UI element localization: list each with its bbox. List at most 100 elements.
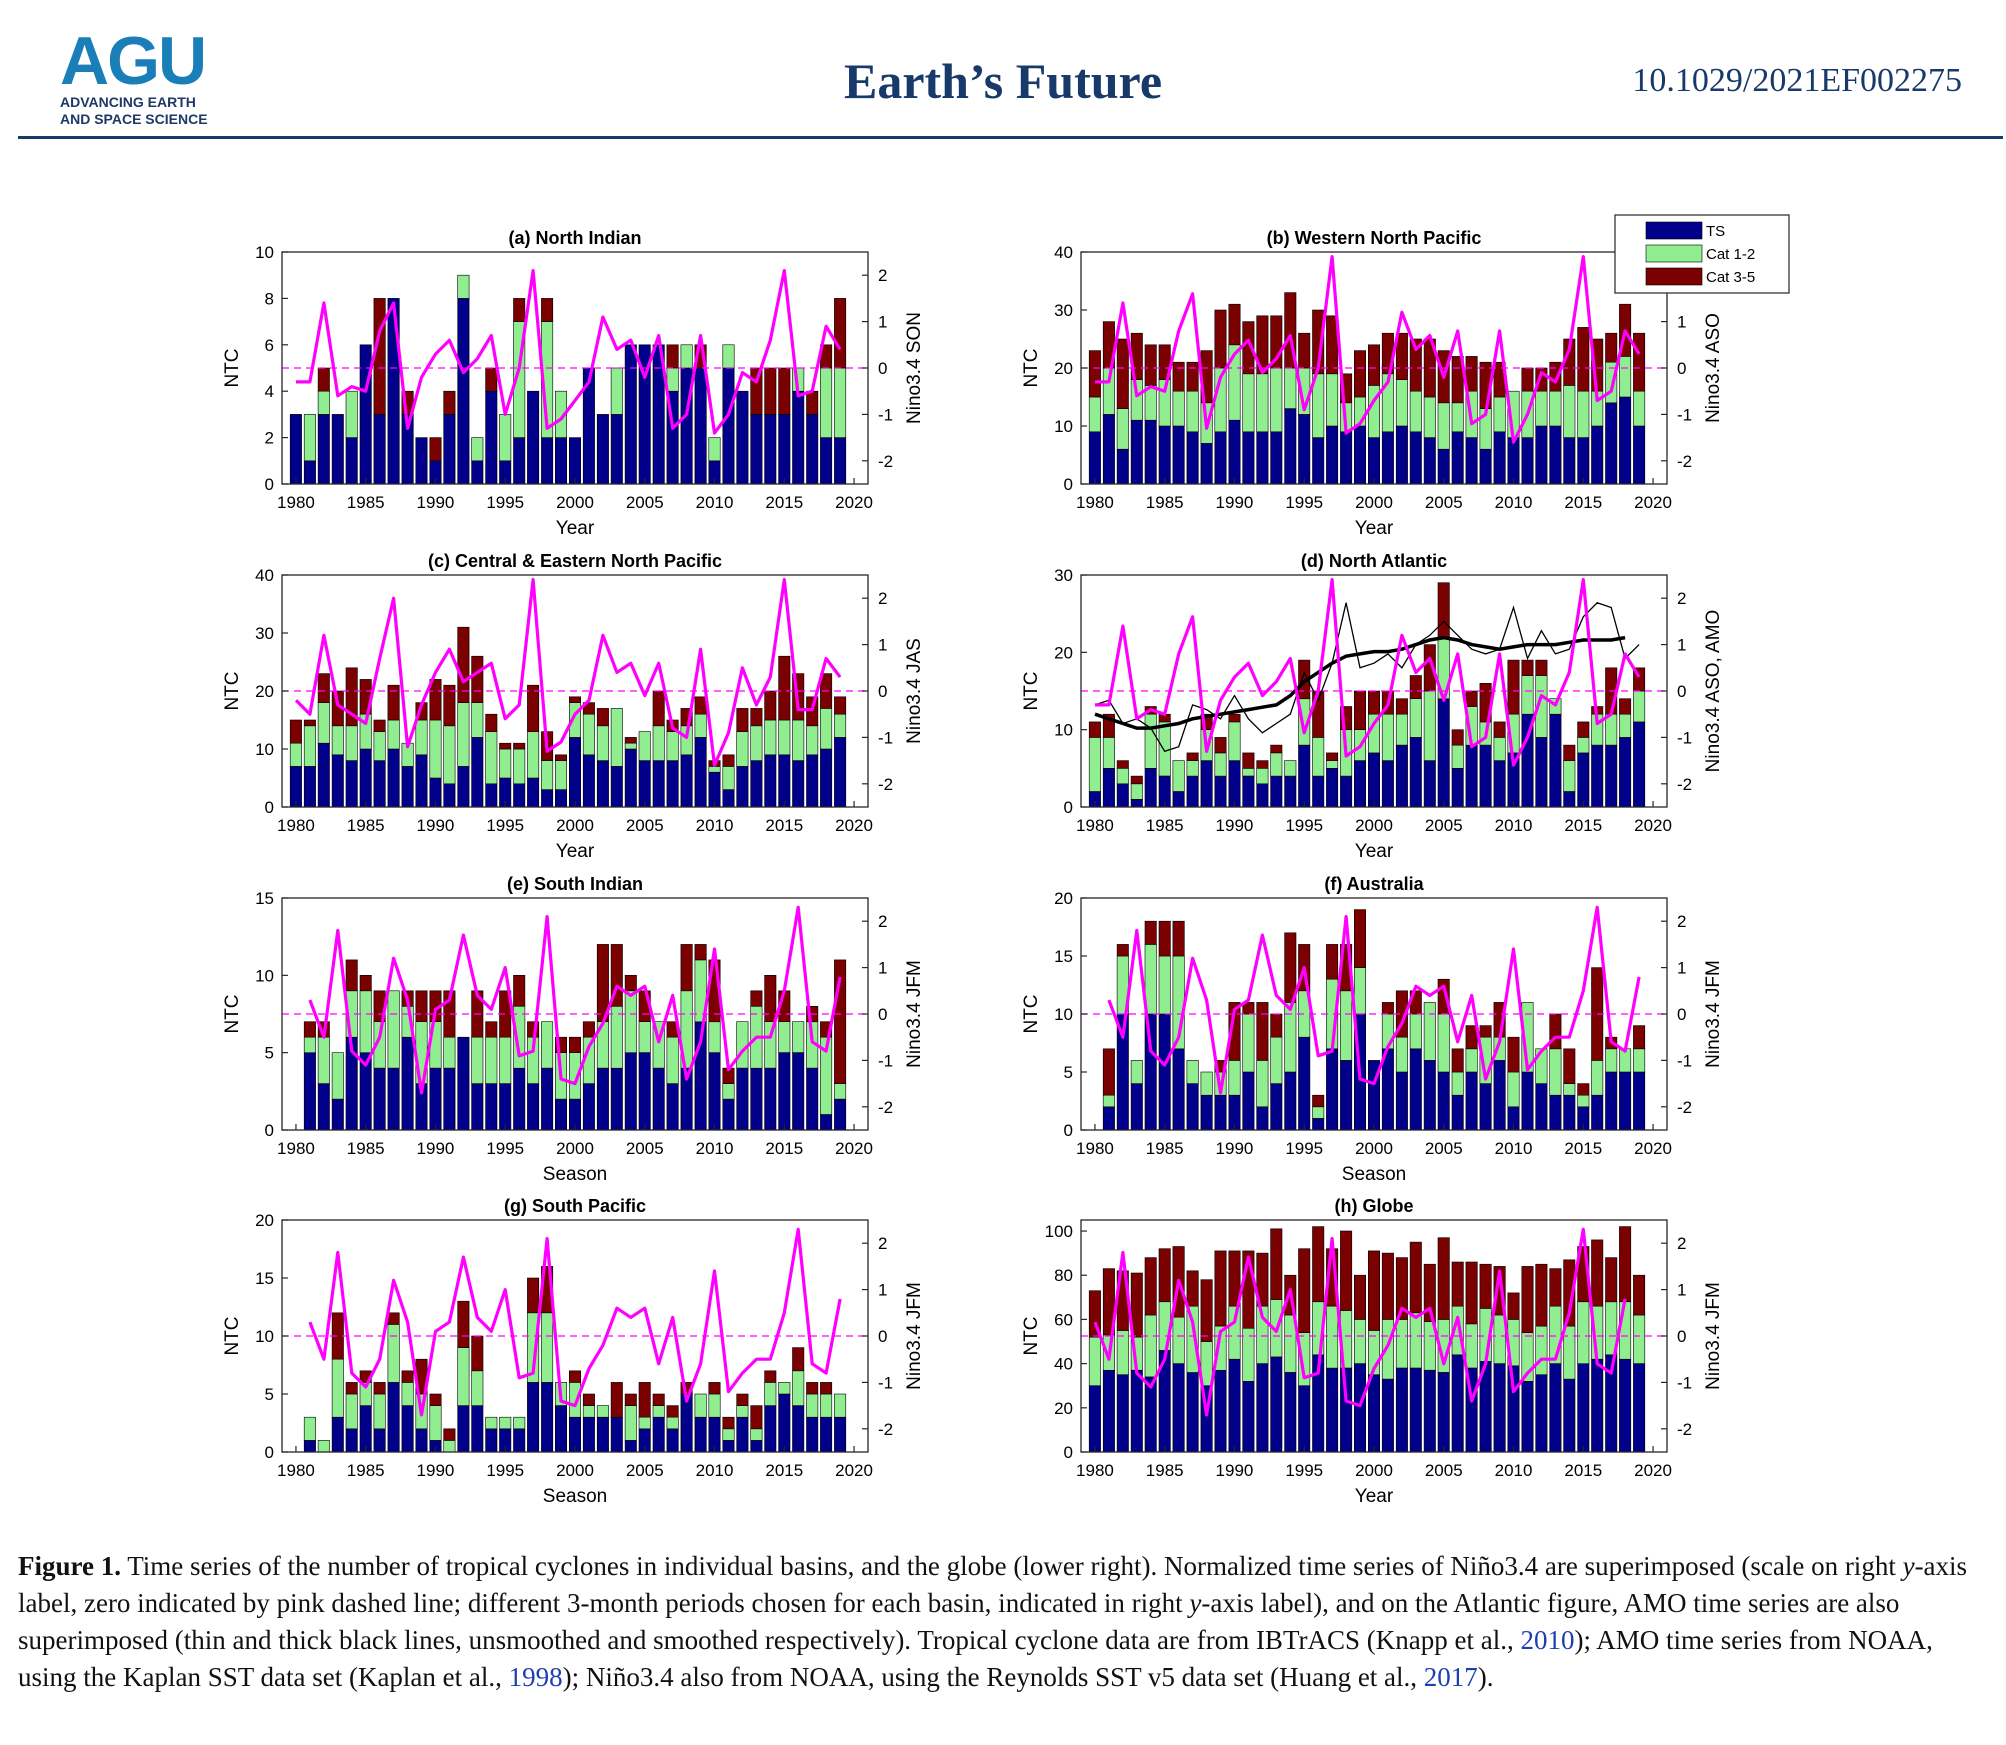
bar-ts-1983 <box>331 754 344 808</box>
bar-cat12-1991 <box>443 1440 456 1453</box>
bar-ts-2011 <box>1521 1071 1534 1131</box>
bar-cat35-1984 <box>1144 1257 1157 1316</box>
citation-kaplan-1998[interactable]: 1998 <box>508 1662 563 1692</box>
nino-line <box>1093 1227 1627 1417</box>
bar-cat35-2007 <box>666 1405 679 1418</box>
bar-ts-2007 <box>666 1083 679 1131</box>
bar-cat12-1999 <box>1354 967 1367 1015</box>
x-tick-label: 2015 <box>765 1461 803 1480</box>
bar-ts-1986 <box>373 1067 386 1131</box>
y2-tick-label: 2 <box>878 589 887 608</box>
bar-ts-1983 <box>1130 798 1143 808</box>
bar-cat12-1981 <box>1102 737 1115 769</box>
bar-ts-2000 <box>1368 437 1381 485</box>
bar-cat35-2015 <box>778 655 791 721</box>
bar-cat12-2014 <box>764 1382 777 1406</box>
bar-cat12-2018 <box>1619 356 1632 398</box>
bar-cat12-2002 <box>1395 713 1408 746</box>
bar-ts-2014 <box>1563 1094 1576 1131</box>
bar-cat35-1989 <box>1214 309 1227 369</box>
bar-ts-1999 <box>554 1405 567 1453</box>
bar-cat12-1981 <box>303 1416 316 1441</box>
bar-ts-1981 <box>303 766 316 808</box>
bar-cat12-2006 <box>1451 744 1464 769</box>
bar-cat12-2004 <box>1423 690 1436 761</box>
bar-cat35-1981 <box>303 719 316 727</box>
bar-ts-2004 <box>1423 1369 1436 1453</box>
y2-tick-label: -2 <box>1677 775 1692 794</box>
bar-cat12-2003 <box>610 708 623 767</box>
bar-cat35-2000 <box>568 696 581 703</box>
bar-ts-1993 <box>1270 1083 1283 1131</box>
bar-ts-1999 <box>1354 425 1367 485</box>
x-tick-label: 2015 <box>765 816 803 835</box>
bar-ts-1997 <box>527 1382 540 1453</box>
bar-ts-1995 <box>1298 1036 1311 1131</box>
bar-ts-1984 <box>345 760 358 808</box>
bar-cat12-2016 <box>792 719 805 761</box>
bar-cat35-1998 <box>1340 373 1353 404</box>
bar-cat35-1992 <box>1256 760 1269 769</box>
bar-cat12-1988 <box>401 1382 414 1406</box>
x-tick-label: 1985 <box>1146 493 1184 512</box>
bar-ts-2000 <box>1368 752 1381 808</box>
bar-ts-2013 <box>1549 1094 1562 1131</box>
doi[interactable]: 10.1029/2021EF002275 <box>1632 62 1962 99</box>
bar-cat35-2003 <box>1409 338 1422 392</box>
bar-cat12-2004 <box>1423 1002 1436 1061</box>
bar-cat12-2017 <box>1605 1048 1618 1073</box>
bar-cat12-2014 <box>764 719 777 756</box>
y-tick-label: 0 <box>1064 1121 1073 1140</box>
x-tick-label: 2010 <box>1495 1139 1533 1158</box>
bar-ts-1989 <box>1214 1369 1227 1453</box>
bar-cat12-2003 <box>1409 698 1422 738</box>
bar-cat35-2017 <box>1605 1257 1618 1303</box>
citation-knapp-2010[interactable]: 2010 <box>1520 1625 1575 1655</box>
x-tick-label: 1995 <box>1285 816 1323 835</box>
bar-cat12-2005 <box>638 1021 651 1053</box>
bar-ts-2015 <box>778 1393 791 1453</box>
bar-cat12-2002 <box>1395 1319 1408 1369</box>
chart-title: (e) South Indian <box>507 874 643 894</box>
bar-ts-1986 <box>373 760 386 808</box>
bar-ts-2004 <box>624 1052 637 1131</box>
bar-cat12-1990 <box>429 1405 442 1441</box>
bar-cat35-2004 <box>624 974 637 992</box>
x-tick-label: 2020 <box>1634 493 1672 512</box>
bar-ts-1997 <box>527 390 540 485</box>
bar-ts-1982 <box>1116 1374 1129 1453</box>
bar-cat35-1990 <box>429 1393 442 1406</box>
bar-ts-1983 <box>1130 419 1143 485</box>
bar-cat12-1992 <box>1256 1060 1269 1108</box>
bar-ts-1992 <box>457 298 470 485</box>
y2-tick-label: -1 <box>1677 405 1692 424</box>
bar-ts-1980 <box>1088 431 1101 485</box>
y2-tick-label: -2 <box>1677 452 1692 471</box>
bar-cat35-1991 <box>443 1428 456 1441</box>
bar-ts-2003 <box>1409 737 1422 808</box>
y2-tick-label: -2 <box>878 1098 893 1117</box>
bar-cat35-2003 <box>1409 1241 1422 1314</box>
citation-huang-2017[interactable]: 2017 <box>1423 1662 1478 1692</box>
bar-cat12-1982 <box>1116 767 1129 785</box>
bar-cat35-1982 <box>1116 338 1129 409</box>
bar-cat12-2009 <box>1493 737 1506 761</box>
bar-cat35-2004 <box>624 1393 637 1406</box>
agu-logo[interactable]: AGU ADVANCING EARTH AND SPACE SCIENCE <box>60 27 220 132</box>
bar-ts-2001 <box>582 1416 595 1453</box>
bar-ts-1989 <box>415 754 428 808</box>
bar-cat35-1984 <box>1144 920 1157 945</box>
bar-cat35-1981 <box>1102 1268 1115 1336</box>
bar-ts-2007 <box>666 760 679 808</box>
bar-cat12-1993 <box>471 1370 484 1406</box>
y-tick-label: 0 <box>265 475 274 494</box>
caption-text-1: Time series of the number of tropical cy… <box>121 1551 1903 1581</box>
bar-cat12-2001 <box>582 713 595 756</box>
bar-cat12-1997 <box>1326 1305 1339 1369</box>
bar-cat12-2006 <box>652 1405 665 1418</box>
x-tick-label: 1990 <box>417 493 455 512</box>
bar-cat35-2008 <box>1479 1263 1492 1309</box>
bar-cat12-2007 <box>666 731 679 761</box>
bar-ts-1993 <box>471 1405 484 1453</box>
caption-y-1: y <box>1902 1551 1915 1581</box>
